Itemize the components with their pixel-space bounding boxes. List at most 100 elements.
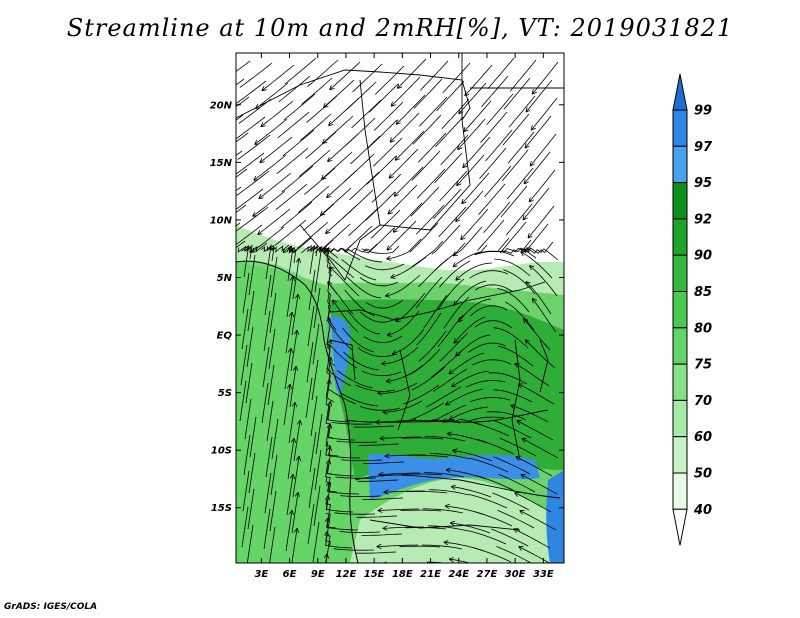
streamline [252,226,285,252]
streamline [474,250,515,257]
streamline [388,310,420,335]
streamline [356,515,398,518]
streamline [477,219,505,251]
streamline [519,384,555,405]
lat-label: 15N [210,158,233,169]
streamline [497,509,535,529]
streamline [325,534,331,563]
streamline [488,372,528,385]
rh-blue-region-southeast [546,470,564,563]
streamline [242,470,250,512]
streamline [505,203,533,236]
streamline [292,457,299,498]
streamline [418,258,449,288]
streamline [521,475,558,495]
streamline [462,172,490,203]
streamline [422,508,464,514]
streamline [355,551,397,554]
streamline [361,370,402,377]
streamline [327,519,359,531]
streamline [241,506,249,548]
streamline [361,245,400,254]
streamline [329,318,353,351]
streamline [419,60,449,91]
streamline [491,528,529,547]
streamline [301,77,333,105]
streamline [362,497,404,500]
streamline [301,244,318,257]
streamline [378,382,418,393]
streamline [329,447,361,459]
streamline [420,419,461,424]
streamline [456,262,493,280]
streamline [258,208,291,234]
lon-label: 9E [311,569,325,580]
streamline [349,171,380,201]
streamline [325,427,339,457]
streamline [384,400,423,412]
lon-label: 18E [392,569,413,580]
streamline [263,310,271,352]
streamline [291,529,297,563]
colorbar-label: 60 [694,430,712,445]
streamline [340,495,382,497]
streamline [527,248,559,261]
streamline [476,438,515,455]
streamline [331,421,373,425]
streamline [384,527,424,528]
streamline [327,247,361,261]
streamline [353,425,395,428]
streamline [288,403,295,444]
rh-green-coastal-strip [236,260,350,563]
streamline [343,351,380,371]
streamline [398,58,427,88]
streamline [242,272,250,314]
streamline [327,292,337,331]
streamline [429,452,471,460]
streamline [454,316,486,343]
streamline [363,335,403,343]
streamline [412,114,442,145]
streamline [443,296,470,329]
streamline [453,451,493,462]
streamline [339,392,379,407]
streamline [291,493,298,534]
streamline [415,204,445,235]
colorbar-top-arrow [672,73,688,111]
colorbar-segment [672,436,688,474]
streamline [282,129,315,157]
streamline [474,320,513,329]
streamline [359,311,398,323]
streamline [418,330,447,362]
streamline [271,418,279,460]
streamline [254,154,287,180]
streamline [314,251,322,293]
streamline [280,201,313,229]
colorbar-segment [672,399,688,438]
streamline [387,220,417,250]
streamline [366,155,397,185]
streamline [461,208,489,239]
streamline [326,532,353,549]
streamline [521,252,553,279]
lat-label: 15S [211,503,232,514]
streamline [409,222,439,253]
lon-label: 12E [336,569,357,580]
streamline [473,547,512,563]
streamline [430,350,463,378]
streamline [249,416,257,458]
streamline [236,132,249,143]
streamline [425,386,462,408]
streamline [442,62,471,94]
streamline [351,99,382,129]
colorbar-label: 75 [694,358,712,373]
streamline [240,344,248,386]
streamline [306,95,338,123]
streamline [236,206,269,232]
streamline [406,491,448,494]
streamline [531,133,557,166]
streamline [247,488,255,530]
streamline [346,276,382,299]
streamline [437,278,465,311]
colorbar-segment [672,182,688,220]
